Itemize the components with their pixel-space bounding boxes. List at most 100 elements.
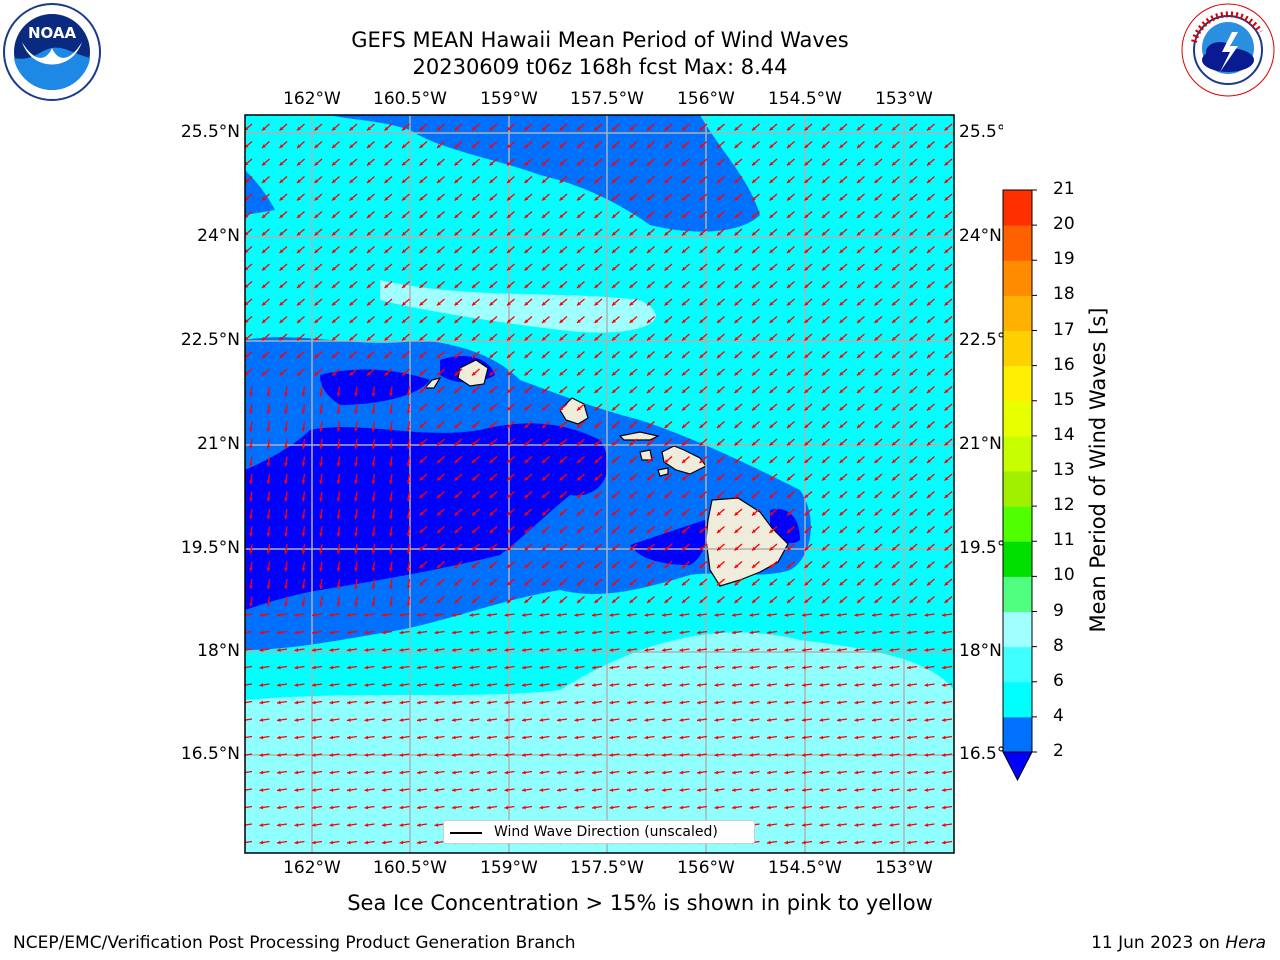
wind-wave-arrowhead xyxy=(944,529,949,533)
wind-wave-arrowhead xyxy=(647,126,651,131)
wind-wave-arrowhead xyxy=(682,249,686,253)
wind-wave-arrowhead xyxy=(822,214,826,218)
colorbar-segment xyxy=(1003,576,1032,612)
wind-wave-arrowhead xyxy=(329,630,334,635)
wind-wave-arrowhead xyxy=(909,424,914,428)
wind-wave-arrowhead xyxy=(557,735,561,740)
wind-wave-arrowhead xyxy=(682,196,686,201)
wind-wave-arrowhead xyxy=(839,301,844,306)
wind-wave-arrowhead xyxy=(297,179,301,183)
wind-wave-arrowhead xyxy=(294,735,299,740)
wind-wave-arrowhead xyxy=(419,494,424,498)
wind-wave-arrowhead xyxy=(419,599,424,603)
wind-wave-arrowhead xyxy=(682,494,686,498)
wind-wave-arrowhead xyxy=(259,805,264,810)
wind-wave-arrowhead xyxy=(249,427,253,432)
wind-wave-arrowhead xyxy=(279,301,284,306)
wind-wave-arrowhead xyxy=(382,753,386,757)
wind-wave-arrowhead xyxy=(927,266,931,271)
wind-wave-arrowhead xyxy=(857,529,861,533)
wind-wave-arrowhead xyxy=(347,630,351,635)
wind-wave-arrowhead xyxy=(714,753,719,757)
wind-wave-arrowhead xyxy=(734,161,739,166)
wind-wave-arrow xyxy=(245,788,253,791)
wind-wave-arrowhead xyxy=(279,284,284,288)
wind-wave-arrowhead xyxy=(592,700,596,705)
wind-wave-arrowhead xyxy=(522,700,526,705)
wind-wave-arrowhead xyxy=(892,511,896,516)
wind-wave-arrowhead xyxy=(454,336,459,341)
wind-wave-arrowhead xyxy=(732,805,736,810)
wind-wave-arrowhead xyxy=(752,459,756,463)
wind-wave-arrowhead xyxy=(419,564,424,568)
wind-wave-arrowhead xyxy=(819,770,824,775)
wind-wave-arrowhead xyxy=(332,214,336,218)
wind-wave-arrowhead xyxy=(347,683,351,687)
wind-wave-arrowhead xyxy=(664,301,669,306)
wind-wave-arrowhead xyxy=(487,753,491,757)
wind-wave-arrowhead xyxy=(489,599,494,603)
wind-wave-arrowhead xyxy=(472,196,476,201)
wind-wave-arrowhead xyxy=(889,648,894,652)
wind-wave-arrowhead xyxy=(699,126,704,131)
wind-wave-arrowhead xyxy=(294,648,299,652)
island-molokai xyxy=(618,431,660,441)
wind-wave-arrowhead xyxy=(872,735,876,740)
wind-wave-arrowhead xyxy=(647,564,651,568)
wind-wave-arrowhead xyxy=(609,718,614,722)
wind-wave-arrowhead xyxy=(542,564,546,568)
wind-wave-arrowhead xyxy=(892,284,896,288)
wind-wave-arrowhead xyxy=(767,630,771,635)
wind-wave-arrowhead xyxy=(347,805,351,810)
wind-wave-arrowhead xyxy=(297,231,301,236)
wind-wave-arrowhead xyxy=(857,354,861,358)
wind-wave-arrowhead xyxy=(682,546,686,551)
wind-wave-arrowhead xyxy=(314,214,319,218)
wind-wave-arrowhead xyxy=(419,249,424,253)
wind-wave-arrowhead xyxy=(297,196,301,201)
wind-wave-arrowhead xyxy=(384,196,389,201)
wind-wave-arrowhead xyxy=(802,613,806,617)
wind-wave-arrowhead xyxy=(314,161,319,166)
wind-wave-arrowhead xyxy=(612,301,616,306)
wind-wave-arrowhead xyxy=(297,249,301,253)
wind-wave-arrowhead xyxy=(489,389,494,393)
wind-wave-arrowhead xyxy=(592,770,596,775)
wind-wave-arrowhead xyxy=(594,546,599,551)
period-zone-8b xyxy=(380,280,656,333)
wind-wave-arrowhead xyxy=(297,161,301,166)
wind-wave-arrowhead xyxy=(594,196,599,201)
wind-wave-arrowhead xyxy=(644,805,649,810)
wind-wave-arrowhead xyxy=(612,126,616,131)
wind-wave-arrowhead xyxy=(942,735,946,740)
wind-wave-arrowhead xyxy=(889,770,894,775)
wind-wave-arrowhead xyxy=(752,406,756,411)
wind-wave-arrowhead xyxy=(294,805,299,810)
wind-wave-arrowhead xyxy=(927,126,931,131)
legend-label: Wind Wave Direction (unscaled) xyxy=(494,824,718,840)
wind-wave-arrowhead xyxy=(644,718,649,722)
wind-wave-arrowhead xyxy=(399,788,404,792)
wind-wave-arrowhead xyxy=(697,648,701,652)
wind-wave-arrowhead xyxy=(629,406,634,411)
wind-wave-arrowhead xyxy=(892,529,896,533)
wind-wave-arrowhead xyxy=(507,196,511,201)
wind-wave-arrowhead xyxy=(924,735,929,740)
wind-wave-arrowhead xyxy=(874,179,879,183)
wind-wave-arrowhead xyxy=(944,319,949,323)
wind-wave-arrowhead xyxy=(389,445,393,449)
wind-wave-arrowhead xyxy=(559,581,564,586)
wind-wave-arrowhead xyxy=(266,532,271,537)
wind-wave-arrowhead xyxy=(259,840,264,845)
lat-label-right: 21°N xyxy=(959,434,1002,454)
wind-wave-arrowhead xyxy=(644,700,649,705)
wind-wave-arrowhead xyxy=(717,319,721,323)
wind-wave-arrowhead xyxy=(557,770,561,775)
wind-wave-arrowhead xyxy=(594,249,599,253)
wind-wave-arrowhead xyxy=(714,613,719,617)
wind-wave-arrowhead xyxy=(644,770,649,775)
wind-wave-arrowhead xyxy=(336,392,341,397)
wind-wave-arrowhead xyxy=(892,441,896,446)
wind-wave-arrowhead xyxy=(354,392,358,397)
wind-wave-arrowhead xyxy=(854,613,859,617)
